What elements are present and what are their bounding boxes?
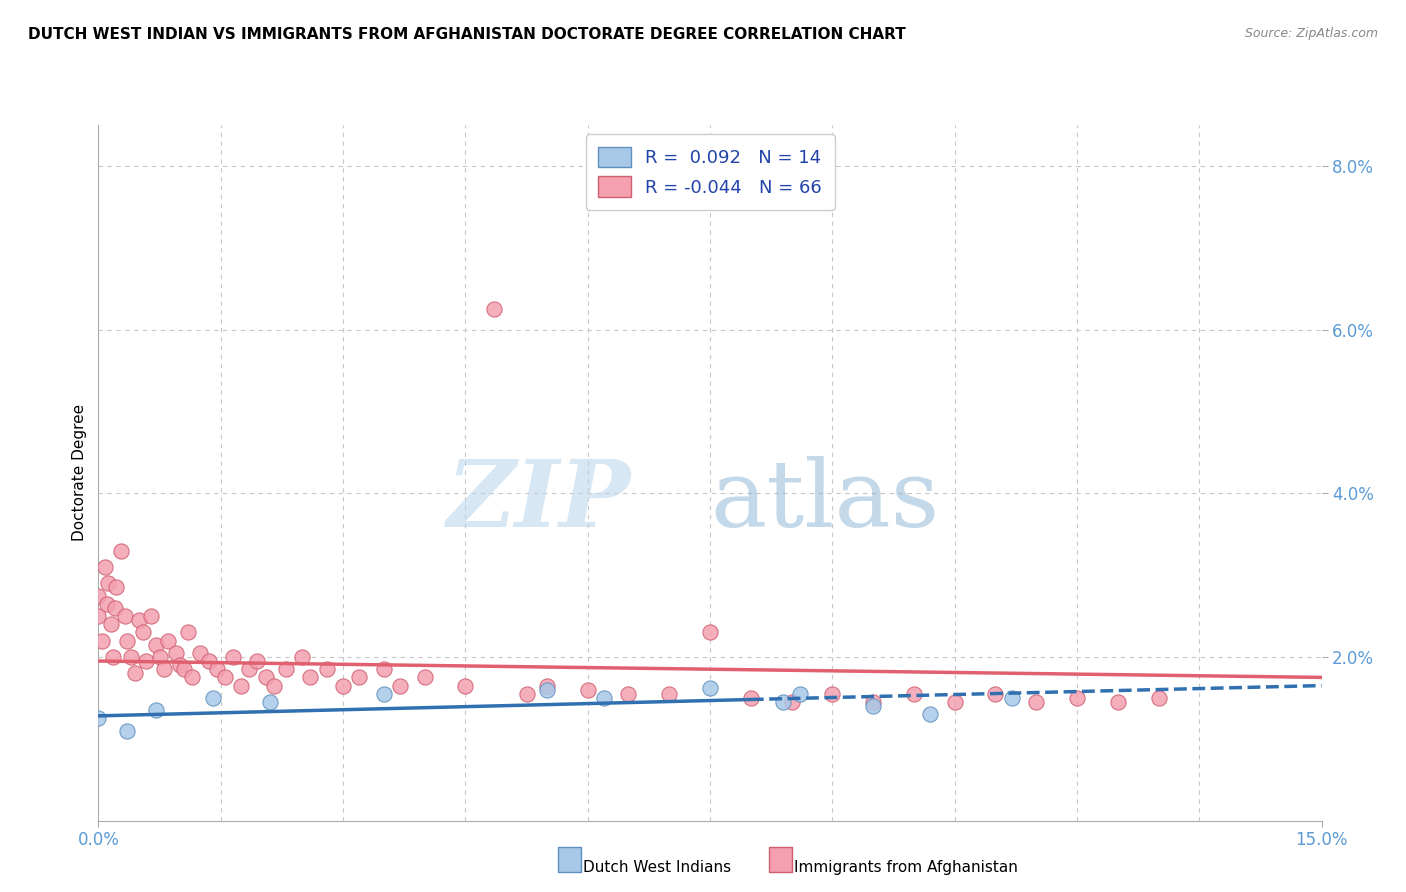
Point [332, 679, 354, 693]
Point [984, 687, 1007, 701]
Text: Dutch West Indians: Dutch West Indians [583, 860, 731, 874]
Point [349, 670, 371, 684]
Point [124, 666, 146, 681]
Point [87, 589, 110, 603]
Point [222, 649, 245, 664]
Point [132, 625, 155, 640]
Point [97, 576, 120, 591]
Point [780, 695, 803, 709]
Point [149, 649, 172, 664]
Point [920, 707, 942, 722]
Point [135, 654, 157, 668]
Point [658, 687, 681, 701]
Point [772, 695, 794, 709]
Point [862, 695, 884, 709]
Point [145, 703, 167, 717]
Point [91, 633, 114, 648]
Point [173, 662, 195, 676]
Point [536, 682, 558, 697]
Point [1147, 690, 1170, 705]
Point [1001, 690, 1024, 705]
Point [903, 687, 925, 701]
Point [94, 560, 117, 574]
Point [104, 600, 127, 615]
Point [373, 662, 395, 676]
Point [454, 679, 477, 693]
Point [1025, 695, 1047, 709]
Point [169, 658, 191, 673]
Point [299, 670, 322, 684]
Text: ZIP: ZIP [446, 456, 630, 546]
Point [274, 662, 297, 676]
Point [188, 646, 212, 660]
Point [789, 687, 811, 701]
Point [152, 662, 174, 676]
Point [373, 687, 395, 701]
Point [259, 695, 281, 709]
Point [389, 679, 412, 693]
Point [115, 633, 138, 648]
Point [165, 646, 187, 660]
Point [128, 613, 150, 627]
Point [536, 679, 558, 693]
Point [110, 543, 132, 558]
Point [201, 690, 224, 705]
Point [156, 633, 179, 648]
Text: atlas: atlas [710, 456, 939, 546]
Point [315, 662, 337, 676]
Point [943, 695, 966, 709]
Point [105, 580, 128, 594]
Point [699, 625, 721, 640]
Point [197, 654, 219, 668]
Point [254, 670, 277, 684]
Point [141, 609, 163, 624]
Point [291, 649, 314, 664]
Point [214, 670, 236, 684]
Point [177, 625, 200, 640]
Point [821, 687, 844, 701]
Point [101, 649, 124, 664]
Point [96, 597, 118, 611]
Point [231, 679, 253, 693]
Text: Immigrants from Afghanistan: Immigrants from Afghanistan [794, 860, 1018, 874]
Legend: R =  0.092   N = 14, R = -0.044   N = 66: R = 0.092 N = 14, R = -0.044 N = 66 [585, 134, 835, 210]
Point [145, 638, 167, 652]
Point [100, 617, 122, 632]
Point [576, 682, 599, 697]
Point [115, 723, 138, 738]
Point [413, 670, 436, 684]
Point [120, 649, 142, 664]
Point [1066, 690, 1088, 705]
Point [516, 687, 538, 701]
Point [593, 690, 616, 705]
Point [114, 609, 136, 624]
Point [87, 609, 110, 624]
Point [263, 679, 285, 693]
Point [740, 690, 762, 705]
Point [238, 662, 260, 676]
Text: Source: ZipAtlas.com: Source: ZipAtlas.com [1244, 27, 1378, 40]
Point [246, 654, 269, 668]
Point [181, 670, 204, 684]
Point [87, 711, 110, 725]
Point [482, 301, 505, 316]
Point [205, 662, 228, 676]
Y-axis label: Doctorate Degree: Doctorate Degree [72, 404, 87, 541]
Text: DUTCH WEST INDIAN VS IMMIGRANTS FROM AFGHANISTAN DOCTORATE DEGREE CORRELATION CH: DUTCH WEST INDIAN VS IMMIGRANTS FROM AFG… [28, 27, 905, 42]
Point [617, 687, 640, 701]
Point [1107, 695, 1129, 709]
Point [699, 681, 721, 695]
Point [862, 699, 884, 714]
